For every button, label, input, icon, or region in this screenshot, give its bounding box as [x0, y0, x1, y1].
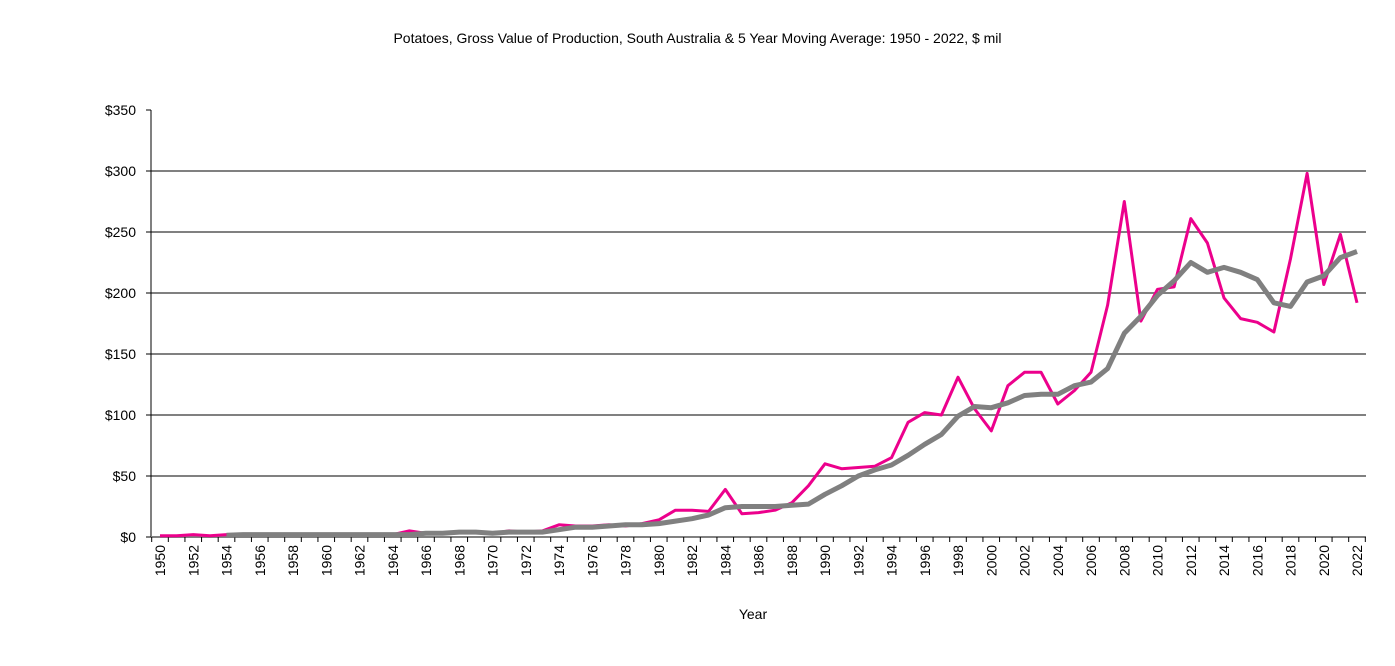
- y-tick-label: $250: [105, 224, 136, 240]
- y-axis: $0 $50 $100 $150 $200 $250 $300 $350: [105, 102, 152, 545]
- x-tick-label: 1952: [185, 545, 201, 576]
- x-tick-label: 2000: [983, 545, 999, 576]
- x-tick-label: 1988: [784, 545, 800, 576]
- x-tick-label: 1974: [551, 545, 567, 576]
- y-tick-label: $300: [105, 163, 136, 179]
- x-tick-label: 1990: [817, 545, 833, 576]
- gridlines: [151, 170, 1366, 477]
- x-tick-label: 1966: [418, 545, 434, 576]
- x-tick-label: 2014: [1216, 545, 1232, 576]
- x-tick-label: 1960: [318, 545, 334, 576]
- x-tick-label: 1996: [917, 545, 933, 576]
- x-tick-label: 2002: [1017, 545, 1033, 576]
- x-tick-label: 2012: [1183, 545, 1199, 576]
- x-tick-label: 1972: [518, 545, 534, 576]
- x-tick-label: 2008: [1116, 545, 1132, 576]
- y-tick-label: $350: [105, 102, 136, 118]
- x-tick-label: 2018: [1283, 545, 1299, 576]
- y-tick-label: $0: [120, 529, 136, 545]
- x-tick-label: 1994: [884, 545, 900, 576]
- x-axis: 1950 1952 1954 1956 1958 1960 1962 1964 1966 1968…: [151, 536, 1366, 576]
- x-tick-label: 1998: [950, 545, 966, 576]
- x-tick-label: 1954: [219, 545, 235, 576]
- x-tick-label: 1964: [385, 545, 401, 576]
- series-line-moving-average: [226, 249, 1358, 538]
- x-tick-label: 1986: [751, 545, 767, 576]
- x-tick-label: 1958: [285, 545, 301, 576]
- x-tick-label: 1992: [850, 545, 866, 576]
- y-tick-label: $100: [105, 407, 136, 423]
- y-tick-label: $50: [113, 468, 137, 484]
- x-tick-label: 1956: [252, 545, 268, 576]
- x-tick-label: 1978: [618, 545, 634, 576]
- x-tick-label: 1962: [352, 545, 368, 576]
- x-tick-label: 2006: [1083, 545, 1099, 576]
- x-tick-label: 1950: [152, 545, 168, 576]
- x-tick-label: 1984: [717, 545, 733, 576]
- x-tick-label: 2004: [1050, 545, 1066, 576]
- x-tick-label: 2016: [1249, 545, 1265, 576]
- x-tick-label: 2022: [1349, 545, 1365, 576]
- series-lines: [159, 171, 1359, 538]
- x-tick-label: 1982: [684, 545, 700, 576]
- x-tick-label: 2020: [1316, 545, 1332, 576]
- y-tick-label: $200: [105, 285, 136, 301]
- x-tick-label: 2010: [1150, 545, 1166, 576]
- x-axis-title: Year: [739, 606, 768, 622]
- x-tick-label: 1968: [451, 545, 467, 576]
- x-tick-label: 1970: [485, 545, 501, 576]
- x-tick-label: 1980: [651, 545, 667, 576]
- chart-title: Potatoes, Gross Value of Production, Sou…: [393, 30, 1002, 46]
- y-tick-label: $150: [105, 346, 136, 362]
- x-tick-label: 1976: [584, 545, 600, 576]
